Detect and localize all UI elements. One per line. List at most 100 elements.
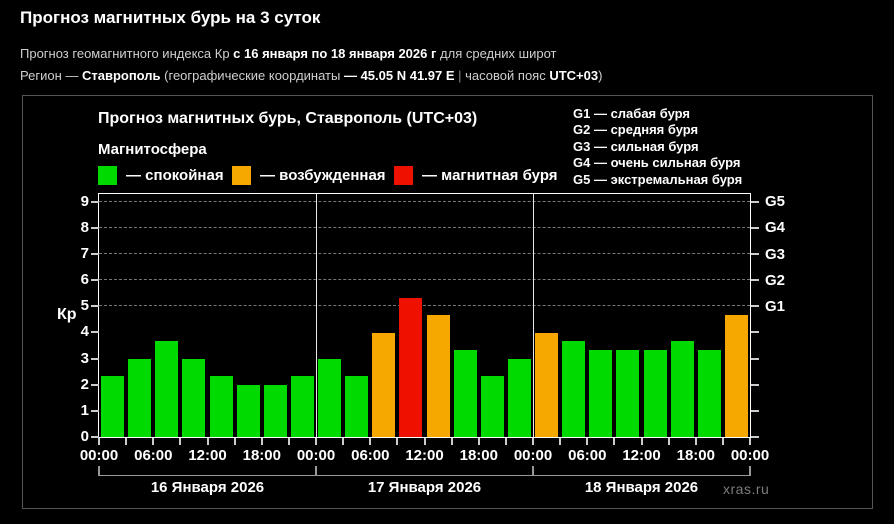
time-label: 12:00 [622,447,661,464]
magnetosphere-legend-title: Магнитосфера [98,141,207,158]
kp-bar [372,332,396,437]
y-tick [91,305,99,308]
kp-bar [616,350,640,437]
right-tick [751,357,759,360]
y-tick-label: 4 [80,323,89,341]
y-tick [91,383,99,386]
time-tick [125,438,128,445]
g-scale-label: G3 [765,245,786,263]
kp-bar [643,350,667,437]
y-tick [91,226,99,229]
forecast-chart-panel: Прогноз магнитных бурь, Ставрополь (UTC+… [22,95,873,509]
y-tick [91,436,99,438]
y-tick-label: 0 [80,428,89,445]
subtitle-suffix: для средних широт [436,46,557,61]
y-tick-label: 8 [80,218,89,236]
time-label: 12:00 [405,447,444,464]
time-tick [287,438,290,445]
y-tick [91,357,99,360]
day-bracket-tick [532,466,534,476]
day-separator [533,194,534,437]
y-tick-label: 3 [80,349,89,367]
kp-bar [507,358,531,437]
kp-bar [670,341,694,437]
kp-bar [155,341,179,437]
forecast-subtitle: Прогноз геомагнитного индекса Кр с 16 ян… [20,46,556,61]
g2-legend-line: G2 — средняя буря [573,122,699,138]
time-tick [260,438,263,445]
gridline-kp9 [99,200,750,202]
time-tick [640,438,643,445]
legend-label-excited: — возбужденная [260,166,386,184]
time-tick [206,438,209,445]
kp-bar [480,376,504,437]
y-tick [91,331,99,334]
region-suffix: ) [598,68,603,83]
time-tick [749,438,751,445]
y-tick [91,253,99,256]
y-tick-label: 9 [80,192,89,210]
day-date-label: 18 Января 2026 [584,479,699,496]
g5-legend-line: G5 — экстремальная буря [573,171,743,187]
time-tick [559,438,562,445]
g1-legend-line: G1 — слабая буря [573,106,691,121]
region-prefix: Регион — [20,68,82,83]
excited-color-swatch [232,165,251,185]
kp-bar [263,384,287,437]
time-label: 00:00 [730,447,770,464]
g-scale-label: G2 [765,271,786,289]
time-tick [694,438,697,445]
right-tick [751,331,759,334]
day-bracket-tick [749,466,751,476]
day-bracket-tick [98,466,100,476]
right-tick [751,409,759,412]
time-label: 00:00 [79,447,119,464]
region-line: Регион — Ставрополь (географические коор… [20,68,602,83]
region-coordinates: — 45.05 N 41.97 E [343,68,455,83]
y-axis-title: Кр [57,306,77,323]
kp-bar [697,350,721,437]
y-tick-label: 1 [80,401,89,419]
subtitle-date-range: с 16 января по 18 января 2026 г [233,46,437,61]
time-label: 06:00 [351,447,390,464]
right-tick [751,226,759,229]
g-scale-label: G4 [765,219,786,237]
page-title: Прогноз магнитных бурь на 3 суток [20,8,321,27]
time-tick [315,438,317,445]
time-label: 00:00 [296,447,336,464]
time-tick [179,438,182,445]
kp-bar [209,376,233,437]
kp-bar [453,350,477,437]
time-tick [369,438,372,445]
right-tick [751,253,759,256]
y-tick-label: 2 [80,375,89,393]
timezone-prefix: часовой пояс [465,68,550,83]
g3-legend-line: G3 — сильная буря [573,138,699,154]
right-tick [751,200,759,203]
time-label: 06:00 [568,447,607,464]
legend-label-quiet: — спокойная [126,166,224,184]
y-tick [91,409,99,412]
separator-pipe: | [454,68,466,83]
kp-bar [426,315,450,437]
legend-item-quiet: — спокойная [98,165,224,185]
kp-bar [589,350,613,437]
gridline-kp8 [99,226,750,228]
time-tick [586,438,589,445]
y-tick-label: 6 [80,271,89,289]
time-tick [504,438,507,445]
kp-bar [182,358,206,437]
y-tick-label: 7 [80,245,89,263]
kp-bar [399,297,423,437]
kp-bar [318,358,342,437]
time-label: 12:00 [188,447,227,464]
storm-color-swatch [394,165,413,185]
quiet-color-swatch [98,165,117,185]
kp-bar [562,341,586,437]
day-date-label: 17 Января 2026 [367,479,482,496]
g-scale-label: G5 [765,193,786,211]
time-tick [667,438,670,445]
gridline-kp7 [99,253,750,255]
y-tick [91,279,99,282]
